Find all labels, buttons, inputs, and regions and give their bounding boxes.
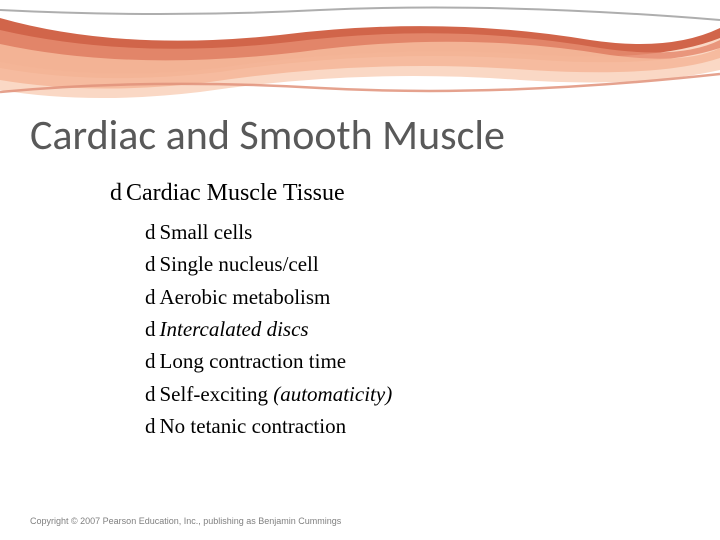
list-item: dSmall cells [145,218,392,246]
swirl-bullet-icon: d [145,315,156,343]
copyright-footer: Copyright © 2007 Pearson Education, Inc.… [30,516,341,526]
list-item-text: Self-exciting [160,382,274,406]
swirl-bullet-icon: d [145,250,156,278]
list-item: dNo tetanic contraction [145,412,392,440]
list-item: dSelf-exciting (automaticity) [145,380,392,408]
list-item-text: Single nucleus/cell [160,252,319,276]
swirl-bullet-icon: d [145,218,156,246]
list-item: dAerobic metabolism [145,283,392,311]
swirl-bullet-icon: d [145,380,156,408]
list-item-text: Aerobic metabolism [160,285,331,309]
list-item-text: Small cells [160,220,253,244]
list-item-text: No tetanic contraction [160,414,347,438]
list-item: dSingle nucleus/cell [145,250,392,278]
list-item-paren: (automaticity) [273,382,392,406]
list-item-text: Intercalated discs [160,317,309,341]
swirl-bullet-icon: d [145,283,156,311]
list-item: dIntercalated discs [145,315,392,343]
header-swoosh [0,0,720,110]
swirl-bullet-icon: d [145,347,156,375]
list-item: dLong contraction time [145,347,392,375]
slide-title: Cardiac and Smooth Muscle [30,110,505,161]
swirl-bullet-icon: d [145,412,156,440]
bullet-list: dSmall cellsdSingle nucleus/celldAerobic… [145,218,392,444]
swirl-bullet-icon: d [110,180,122,207]
subtitle-line: dCardiac Muscle Tissue [110,180,345,207]
subtitle-text: Cardiac Muscle Tissue [126,180,345,206]
list-item-text: Long contraction time [160,349,347,373]
